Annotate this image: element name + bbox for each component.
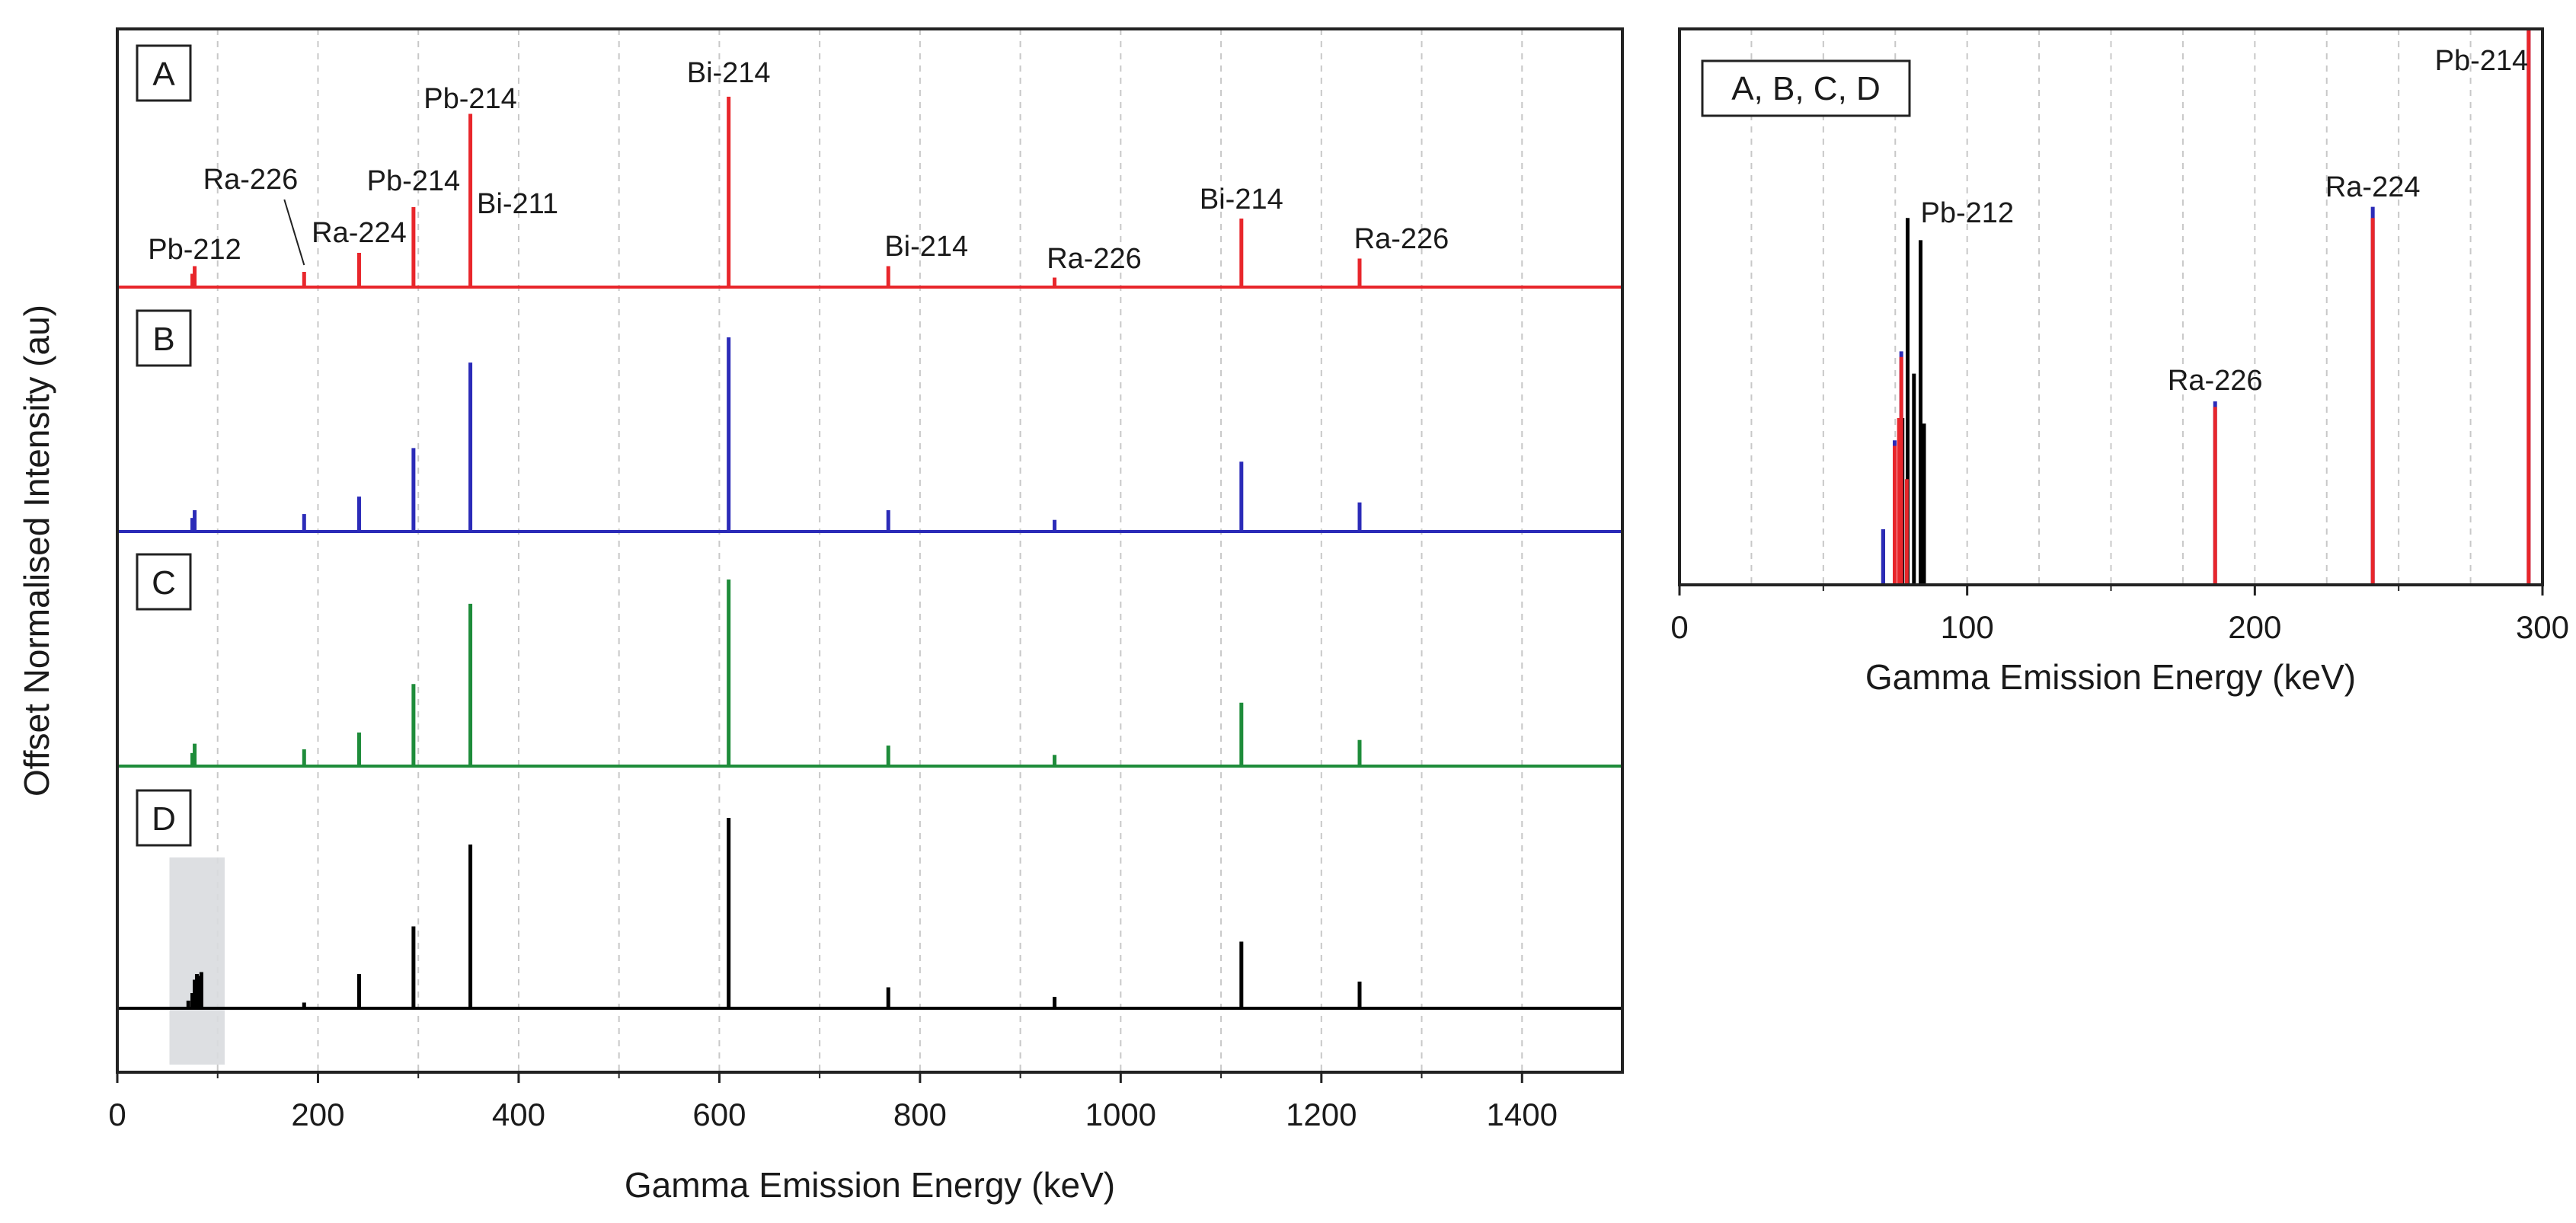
panel-tag-c: C xyxy=(136,553,192,611)
main-highlight-region xyxy=(169,857,225,1065)
peak-label: Pb-214 xyxy=(423,83,517,115)
peak-label: Bi-211 xyxy=(477,188,558,220)
inset-x-tick-label: 300 xyxy=(2516,609,2569,645)
inset-tag-box xyxy=(1701,59,1911,117)
inset-x-tick-label: 200 xyxy=(2228,609,2281,645)
main-baselines xyxy=(117,286,1622,1010)
panel-tag-box xyxy=(136,789,192,847)
main-x-tick-label: 1000 xyxy=(1085,1097,1156,1132)
inset-x-tick-label: 100 xyxy=(1941,609,1994,645)
main-chart: A B C D Pb-212 Ra-226 Ra-224 Pb-214 Pb-214 Bi-21… xyxy=(17,27,1624,1205)
main-x-axis: 0 200 400 600 800 1000 1200 1400 xyxy=(108,1072,1558,1132)
inset-x-axis: 0 100 200 300 xyxy=(1670,585,2569,645)
peak-label: Bi-214 xyxy=(884,231,968,263)
peak-label: Ra-226 xyxy=(203,164,299,196)
main-x-tick-label: 1400 xyxy=(1487,1097,1558,1132)
peak-label: Bi-214 xyxy=(687,57,771,89)
main-gridlines xyxy=(216,29,1523,1072)
inset-peak-label: Ra-226 xyxy=(2168,365,2263,397)
main-x-tick-label: 800 xyxy=(893,1097,947,1132)
inset-peak-label: Ra-224 xyxy=(2325,171,2421,203)
main-plot-frame xyxy=(116,27,1624,1074)
panel-tag-text: A xyxy=(152,56,175,93)
panel-tag-text: B xyxy=(152,321,174,358)
ra226-leader-line xyxy=(283,199,305,266)
inset-peak-label: Pb-212 xyxy=(1920,197,2014,229)
main-x-tick-label: 400 xyxy=(492,1097,545,1132)
peak-label: Ra-226 xyxy=(1354,223,1449,255)
panel-tag-box xyxy=(136,309,192,367)
main-x-tick-label: 0 xyxy=(108,1097,126,1132)
inset-chart: A, B, C, D Pb-212 Ra-226 Ra-224 Pb-214 0 100… xyxy=(1670,27,2569,697)
main-panel-tags: A B C D xyxy=(136,44,192,847)
main-x-tick-label: 600 xyxy=(692,1097,746,1132)
inset-peaks xyxy=(1881,29,2531,585)
panel-tag-box xyxy=(136,44,192,102)
main-x-tick-label: 200 xyxy=(291,1097,344,1132)
panel-tag-box xyxy=(136,553,192,611)
peak-label: Bi-214 xyxy=(1200,184,1283,216)
inset-peak-labels: Pb-212 Ra-226 Ra-224 Pb-214 xyxy=(1920,45,2528,397)
main-peak-labels: Pb-212 Ra-226 Ra-224 Pb-214 Pb-214 Bi-211 Bi-2… xyxy=(148,57,1449,275)
peak-label: Ra-226 xyxy=(1047,243,1142,275)
panel-tag-b: B xyxy=(136,309,192,367)
peak-label: Ra-224 xyxy=(312,217,407,249)
main-x-axis-title: Gamma Emission Energy (keV) xyxy=(625,1165,1115,1205)
main-x-tick-label: 1200 xyxy=(1286,1097,1357,1132)
main-y-axis-title: Offset Normalised Intensity (au) xyxy=(17,305,56,797)
inset-tag-text: A, B, C, D xyxy=(1731,70,1881,107)
peak-label: Pb-214 xyxy=(367,165,461,197)
panel-tag-d: D xyxy=(136,789,192,847)
inset-x-tick-label: 0 xyxy=(1670,609,1688,645)
panel-tag-a: A xyxy=(136,44,192,102)
inset-peak-label: Pb-214 xyxy=(2435,45,2529,77)
peak-label: Pb-212 xyxy=(148,234,241,266)
panel-tag-text: D xyxy=(152,800,176,838)
inset-x-axis-title: Gamma Emission Energy (keV) xyxy=(1865,657,2356,697)
main-peaks xyxy=(186,97,1362,1008)
panel-tag-text: C xyxy=(152,564,176,602)
inset-panel-tag: A, B, C, D xyxy=(1701,59,1911,117)
